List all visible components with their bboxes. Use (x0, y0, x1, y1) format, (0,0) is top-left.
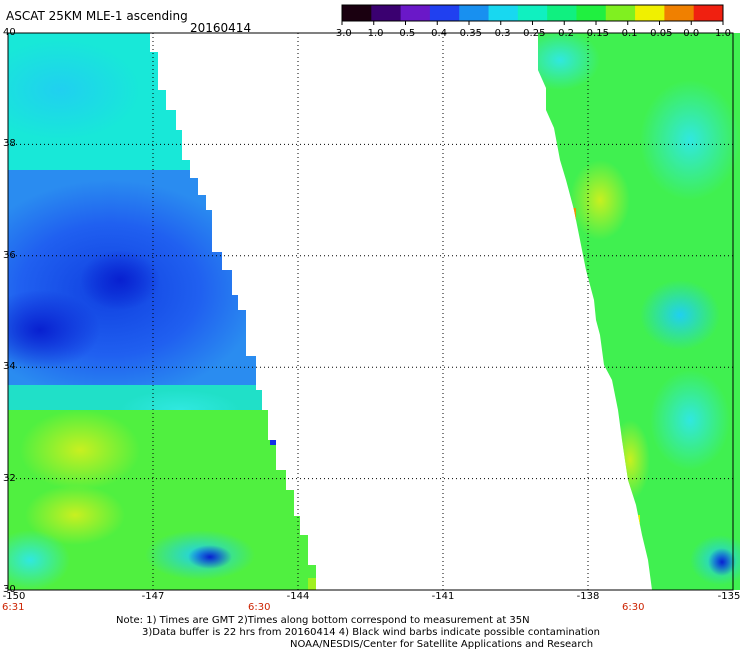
colorbar-label: -0.05 (647, 28, 673, 39)
latitude-label: 30 (3, 584, 16, 595)
colorbar-cell (664, 5, 695, 21)
longitude-label: -150 (2, 591, 26, 602)
colorbar-label: -0.35 (456, 28, 482, 39)
map-title: ASCAT 25KM MLE-1 ascending (6, 9, 188, 23)
map-date: 20160414 (190, 21, 252, 35)
colorbar-cell (488, 5, 519, 21)
colorbar-label: -0.5 (396, 28, 416, 39)
colorbar-label: -0.15 (583, 28, 609, 39)
latitude-label: 34 (3, 361, 16, 373)
map-frame (7, 32, 734, 591)
colorbar-label: 1.0 (715, 28, 731, 39)
colorbar-label: -3.0 (332, 28, 352, 39)
colorbar-cell (517, 5, 548, 21)
latitude-label: 36 (3, 249, 16, 261)
colorbar-label: 0.0 (683, 28, 699, 39)
colorbar-cell (342, 5, 372, 21)
colorbar-label: -0.2 (554, 28, 574, 39)
colorbar-cell (693, 5, 724, 21)
colorbar-label: -0.3 (491, 28, 511, 39)
colorbar: -3.0 -1.0 -0.5 -0.4 -0.35 -0.3 -0.25 -0.2 -0.15-… (332, 4, 731, 39)
latitude-label: 38 (3, 138, 16, 150)
longitude-label: -147 (141, 591, 165, 602)
graticule (8, 33, 733, 590)
colorbar-cell (400, 5, 431, 21)
longitude-label: -141 (431, 591, 455, 602)
colorbar-label: -0.25 (520, 28, 546, 39)
colorbar-cell (429, 5, 460, 21)
colorbar-cell (459, 5, 490, 21)
note-line-2: 3)Data buffer is 22 hrs from 20160414 4)… (142, 627, 600, 638)
colorbar-cell (576, 5, 607, 21)
latitude-label: 32 (3, 472, 16, 484)
latitude-label: 40 (3, 27, 16, 38)
colorbar-label: -0.4 (427, 28, 447, 39)
left-swath (8, 33, 316, 590)
time-label-2: 6:30 (248, 602, 271, 613)
time-label-3: 6:30 (622, 602, 645, 613)
colorbar-cell (547, 5, 577, 21)
right-swath (538, 33, 740, 590)
colorbar-label: -0.1 (618, 28, 638, 39)
time-label-1: 6:31 (2, 602, 25, 613)
longitude-label: -144 (286, 591, 310, 602)
colorbar-cell (605, 5, 636, 21)
longitude-label: -138 (576, 591, 600, 602)
colorbar-cell (635, 5, 665, 21)
note-line-1: Note: 1) Times are GMT 2)Times along bot… (116, 615, 530, 626)
note-line-3: NOAA/NESDIS/Center for Satellite Applica… (290, 639, 594, 650)
colorbar-cell (371, 5, 402, 21)
longitude-label: -135 (717, 591, 740, 602)
colorbar-label: -1.0 (364, 28, 384, 39)
